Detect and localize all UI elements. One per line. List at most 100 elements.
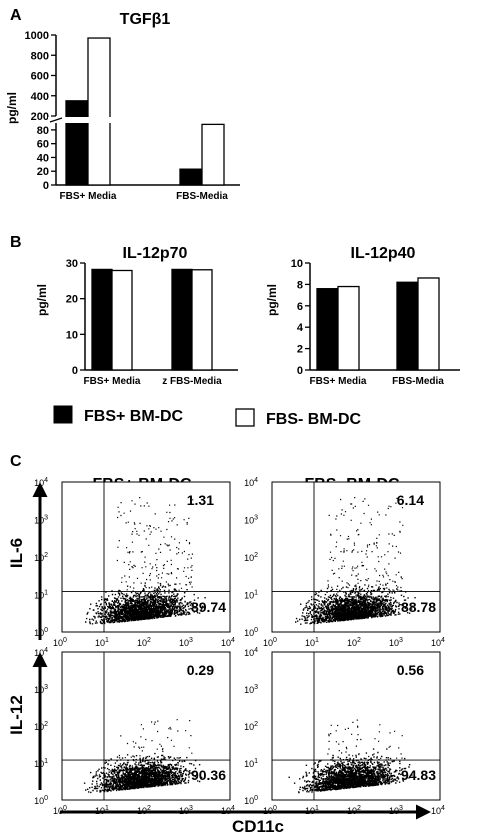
- flow-y-tick-exp-4: 4: [44, 477, 48, 484]
- flow-x-tick-label-1: 101: [95, 805, 109, 816]
- flow-upper-right-pct: 1.31: [187, 492, 214, 508]
- flow-y-tick-exp-0: 0: [44, 795, 48, 802]
- il12p40-y-tick-label-0: 0: [297, 365, 303, 377]
- tgfb1-bar-1-1: [201, 123, 225, 186]
- flow-x-tick-exp-1: 1: [315, 637, 319, 644]
- il12p70-bar-0-0: [91, 268, 113, 371]
- flow-x-tick-exp-0: 0: [273, 637, 277, 644]
- flow-y-tick-exp-1: 1: [254, 758, 258, 765]
- flow-y-tick-label-4: 104: [244, 477, 258, 488]
- legend-swatch-fbs-minus: [235, 408, 255, 427]
- tgfb1-y-tick-label-lower-1: 20: [37, 166, 49, 178]
- flow-x-tick-label-3: 103: [179, 637, 193, 648]
- il12p70-y-tick-label-1: 10: [66, 329, 78, 341]
- il12p40-category-label-1: FBS-Media: [392, 376, 444, 387]
- flow-y-tick-exp-2: 2: [44, 721, 48, 728]
- flow-x-tick-exp-2: 2: [357, 805, 361, 812]
- flow-y-tick-label-2: 102: [34, 552, 48, 563]
- flow-x-tick-label-2: 102: [137, 805, 151, 816]
- flow-y-tick-label-2: 102: [244, 721, 258, 732]
- flow-x-tick-label-2: 102: [347, 637, 361, 648]
- flow-y-tick-label-1: 101: [34, 758, 48, 769]
- flow-upper-right-pct: 6.14: [397, 492, 424, 508]
- il12p70-y-label: pg/ml: [35, 284, 49, 316]
- flow-y-tick-exp-1: 1: [44, 758, 48, 765]
- il12p70-bar-1-0: [171, 268, 193, 371]
- flow-x-tick-label-1: 101: [95, 637, 109, 648]
- tgfb1-y-tick-label-lower-2: 40: [37, 152, 49, 164]
- flow-y-tick-exp-1: 1: [254, 590, 258, 597]
- flow-y-tick-exp-0: 0: [44, 627, 48, 634]
- il12p40-bar-0-0: [316, 288, 339, 371]
- flow-y-tick-label-0: 100: [244, 795, 258, 806]
- flow-y-tick-exp-2: 2: [254, 721, 258, 728]
- tgfb1-bar-1-0: [179, 168, 203, 186]
- legend-label-fbs-plus: FBS+ BM-DC: [84, 408, 184, 425]
- il12p70-y-tick-label-0: 0: [72, 365, 78, 377]
- flow-x-tick-exp-3: 3: [399, 637, 403, 644]
- tgfb1-bar-0-0: [65, 100, 89, 186]
- tgfb1-y-tick-label-upper-2: 600: [31, 71, 49, 83]
- flow-x-tick-label-1: 101: [305, 637, 319, 648]
- flow-y-tick-label-1: 101: [244, 590, 258, 601]
- flow-cytometry: FBS+ BM-DC FBS- BM-DC IL-6 IL-12 CD11c 1…: [7, 476, 445, 836]
- flow-y-tick-exp-4: 4: [44, 647, 48, 654]
- flow-x-tick-exp-0: 0: [63, 637, 67, 644]
- flow-x-tick-exp-3: 3: [189, 805, 193, 812]
- flow-upper-right-pct: 0.56: [397, 662, 424, 678]
- il12p70-chart: IL-12p70 pg/ml 0 10 20 30 FBS+ Media z FBS-Me…: [35, 245, 238, 387]
- flow-x-tick-exp-2: 2: [147, 805, 151, 812]
- flow-x-tick-label-4: 104: [221, 637, 235, 648]
- flow-y-tick-label-3: 103: [244, 515, 258, 526]
- flow-y-tick-exp-3: 3: [254, 515, 258, 522]
- panel-label-c: C: [10, 453, 22, 470]
- flow-x-tick-label-2: 102: [137, 637, 151, 648]
- il12p40-title: IL-12p40: [351, 245, 416, 262]
- il12p40-y-tick-label-4: 8: [297, 279, 303, 291]
- tgfb1-y-tick-label-lower-4: 80: [37, 125, 49, 137]
- tgfb1-category-label-0: FBS+ Media: [60, 191, 117, 202]
- flow-x-tick-exp-3: 3: [189, 637, 193, 644]
- flow-row-label-il6: IL-6: [7, 538, 26, 568]
- panel-label-b: B: [10, 234, 22, 251]
- flow-y-tick-label-0: 100: [34, 627, 48, 638]
- flow-x-tick-label-0: 100: [53, 637, 67, 648]
- flow-y-tick-exp-0: 0: [254, 795, 258, 802]
- flow-x-tick-exp-1: 1: [105, 805, 109, 812]
- flow-x-tick-label-3: 103: [389, 637, 403, 648]
- flow-y-tick-exp-4: 4: [254, 647, 258, 654]
- flow-x-tick-exp-4: 4: [231, 637, 235, 644]
- flow-x-tick-label-3: 103: [389, 805, 403, 816]
- il12p70-category-label-0: FBS+ Media: [84, 376, 141, 387]
- flow-upper-right-pct: 0.29: [187, 662, 214, 678]
- flow-x-tick-exp-1: 1: [105, 637, 109, 644]
- flow-lower-right-pct: 89.74: [191, 599, 226, 615]
- flow-x-tick-exp-0: 0: [63, 805, 67, 812]
- il12p70-title: IL-12p70: [123, 245, 188, 262]
- flow-x-label: CD11c: [232, 817, 284, 836]
- flow-y-tick-exp-3: 3: [44, 515, 48, 522]
- tgfb1-y-tick-label-lower-3: 60: [37, 139, 49, 151]
- flow-x-tick-label-0: 100: [53, 805, 67, 816]
- flow-x-tick-label-4: 104: [221, 805, 235, 816]
- legend: FBS+ BM-DC FBS- BM-DC: [53, 405, 362, 428]
- il12p40-y-tick-label-5: 10: [291, 258, 303, 270]
- il12p40-bar-0-1: [337, 285, 360, 371]
- panel-label-a: A: [10, 7, 22, 24]
- flow-y-tick-label-3: 103: [34, 515, 48, 526]
- il12p40-bar-1-0: [396, 281, 419, 371]
- flow-y-tick-label-4: 104: [34, 477, 48, 488]
- flow-y-tick-label-4: 104: [244, 647, 258, 658]
- flow-x-tick-label-4: 104: [431, 637, 445, 648]
- tgfb1-axis-break-mark: [49, 117, 63, 123]
- flow-x-tick-exp-4: 4: [441, 805, 445, 812]
- il12p70-y-tick-label-2: 20: [66, 294, 78, 306]
- flow-y-tick-label-1: 101: [34, 590, 48, 601]
- flow-y-tick-exp-4: 4: [254, 477, 258, 484]
- flow-x-tick-exp-2: 2: [147, 637, 151, 644]
- tgfb1-y-tick-label-upper-1: 400: [31, 91, 49, 103]
- tgfb1-title: TGFβ1: [120, 11, 171, 28]
- flow-y-tick-label-2: 102: [244, 552, 258, 563]
- flow-events: [295, 497, 416, 625]
